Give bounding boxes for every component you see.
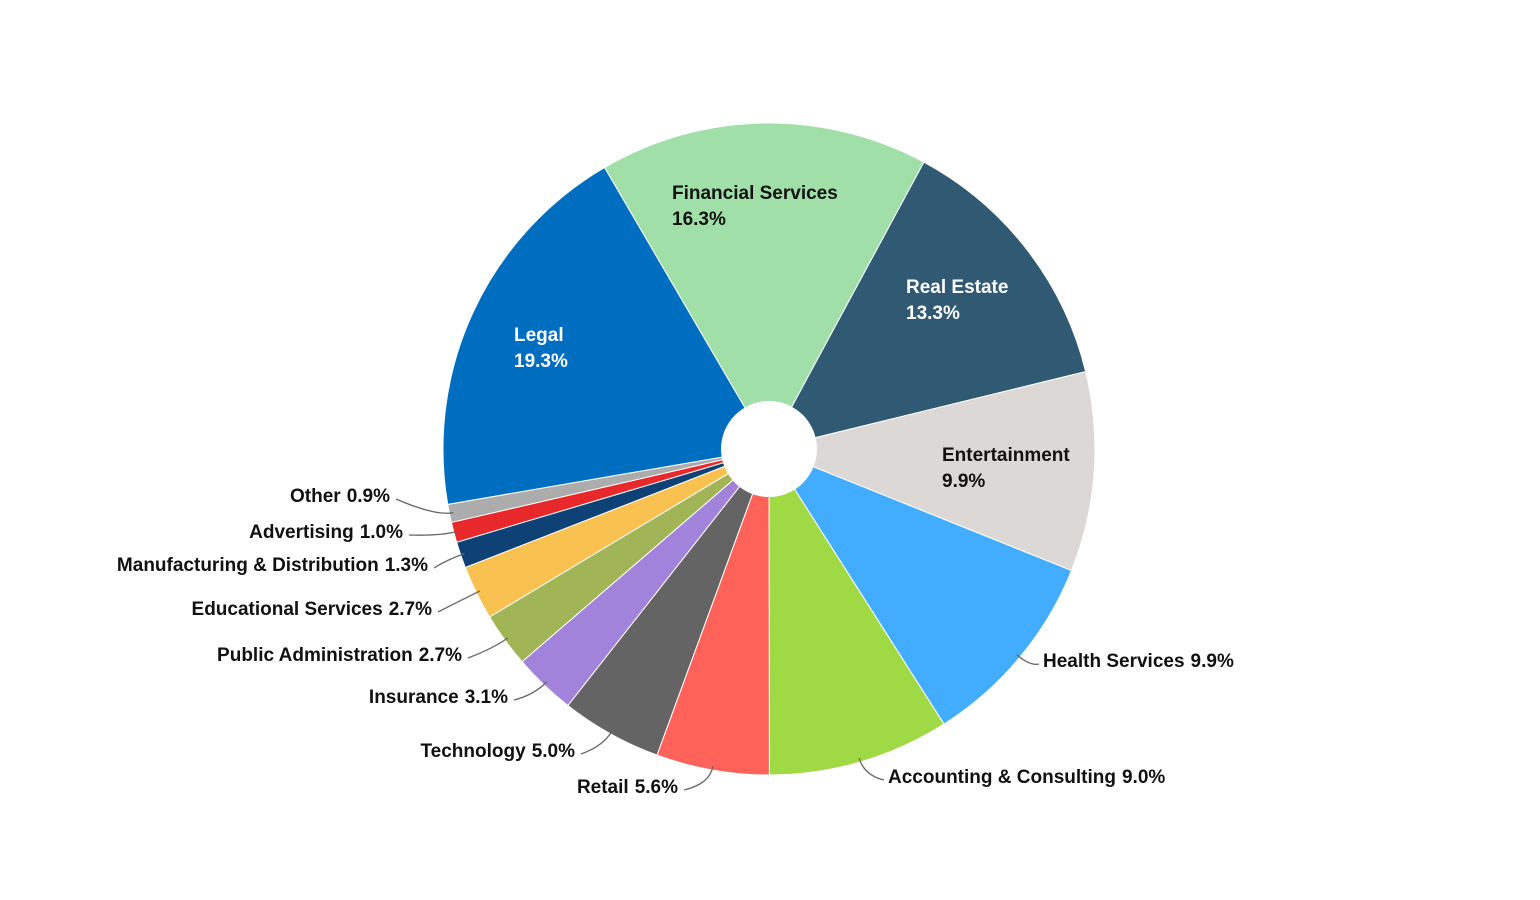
slice-label-name: Manufacturing & Distribution [117, 555, 379, 576]
slice-label-name: Retail [577, 777, 629, 798]
slice-label: Health Services 9.9% [1043, 651, 1234, 672]
slice-label-value: 2.7% [419, 645, 462, 666]
slice-label: Public Administration 2.7% [217, 645, 462, 666]
pie-slice [603, 122, 925, 451]
slice-label-value: 1.3% [385, 555, 428, 576]
slice-label-value: 16.3% [672, 209, 726, 230]
slice-label: Manufacturing & Distribution 1.3% [117, 555, 428, 576]
slice-label-name: Financial Services [672, 183, 838, 204]
pie-slice [442, 166, 770, 505]
slice-label-name: Insurance [369, 687, 459, 708]
leader-line [858, 757, 885, 781]
donut-hole [721, 401, 817, 497]
slice-label: Real Estate 13.3% [906, 277, 1008, 324]
slice-label: Legal 19.3% [514, 325, 568, 372]
slice-label-name: Entertainment [942, 445, 1070, 466]
leader-line [408, 530, 458, 536]
slice-label: Insurance 3.1% [369, 687, 508, 708]
slice-label-value: 9.9% [1191, 651, 1234, 672]
leader-line [1016, 654, 1040, 666]
slice-label-name: Educational Services [192, 599, 383, 620]
pie-slice [767, 370, 1096, 572]
leader-line [513, 681, 548, 701]
leader-line [437, 590, 481, 613]
leader-line [683, 765, 714, 791]
leader-line [467, 637, 509, 659]
slice-label-name: Health Services [1043, 651, 1185, 672]
slice-label-name: Legal [514, 325, 564, 346]
slice-label-value: 3.1% [465, 687, 508, 708]
slice-label: Financial Services 16.3% [672, 183, 838, 230]
slice-label-name: Technology [420, 741, 526, 762]
slice-label: Technology 5.0% [420, 741, 575, 762]
leader-line [433, 553, 465, 569]
slice-label-name: Other [290, 486, 341, 507]
slice-label: Accounting & Consulting 9.0% [888, 767, 1165, 788]
slice-label: Retail 5.6% [577, 777, 678, 798]
slice-label-value: 0.9% [347, 486, 390, 507]
slice-label-name: Advertising [249, 522, 354, 543]
slice-label-name: Real Estate [906, 277, 1008, 298]
pie-slice [768, 161, 1087, 450]
slice-label-name: Public Administration [217, 645, 413, 666]
slice-label-value: 1.0% [360, 522, 403, 543]
slice-label: Entertainment 9.9% [942, 445, 1070, 492]
slice-label-value: 5.0% [532, 741, 575, 762]
leader-line [395, 498, 454, 514]
slice-label-value: 13.3% [906, 303, 960, 324]
slice-label-value: 5.6% [635, 777, 678, 798]
slice-label-name: Accounting & Consulting [888, 767, 1116, 788]
slice-label: Advertising 1.0% [249, 522, 403, 543]
slice-label-value: 9.9% [942, 471, 985, 492]
slice-label: Other 0.9% [290, 486, 390, 507]
slice-label: Educational Services 2.7% [192, 599, 433, 620]
slice-label-value: 9.0% [1122, 767, 1165, 788]
slice-label-value: 19.3% [514, 351, 568, 372]
slice-label-value: 2.7% [389, 599, 432, 620]
leader-line [580, 730, 613, 755]
